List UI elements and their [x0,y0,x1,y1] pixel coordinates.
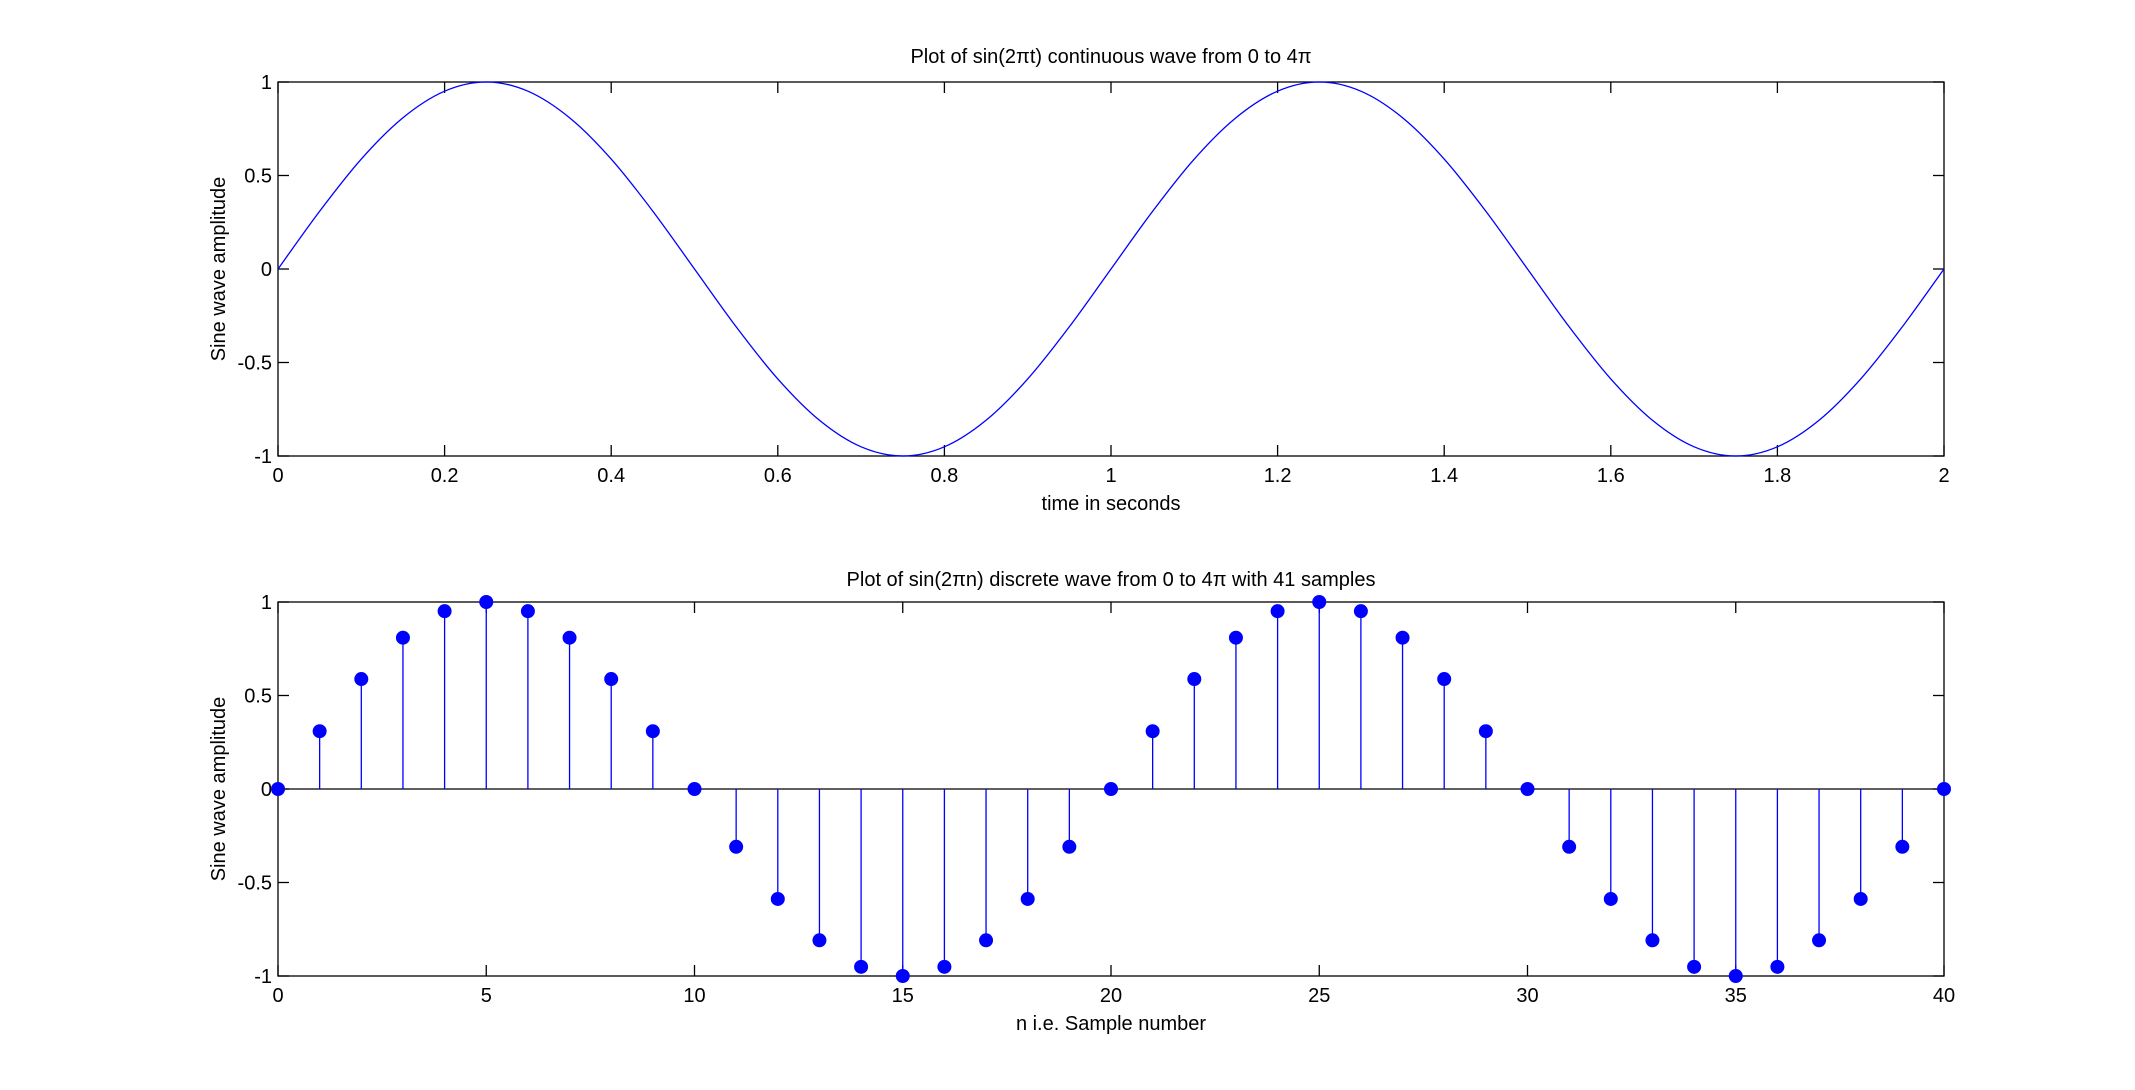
continuous-x-tick-label: 0.2 [431,465,459,487]
discrete-sample-point [1853,891,1868,906]
discrete-sample-point [1812,933,1827,948]
discrete-sample-point [437,604,452,619]
discrete-sample-point [1437,672,1452,687]
discrete-x-tick-label: 20 [1100,985,1122,1007]
discrete-sample-point [1270,604,1285,619]
continuous-x-tick-label: 1.6 [1597,465,1625,487]
continuous-y-tick-label: -0.5 [238,353,272,375]
discrete-sample-point [1770,959,1785,974]
discrete-sample-point [979,933,994,948]
discrete-x-tick-label: 25 [1308,985,1330,1007]
continuous-axis-ticks: 0 0.2 0.4 0.6 0.8 1 1.2 1.4 1.6 1.8 2 -1 -0.5 0 0.5 1 [238,72,1950,487]
discrete-sample-point [1478,724,1493,739]
discrete-sample-point [729,839,744,854]
discrete-y-tick-label: 1 [261,592,272,614]
discrete-sample-point [312,724,327,739]
discrete-sample-point [854,959,869,974]
discrete-x-tick-label: 10 [683,985,705,1007]
discrete-x-tick-label: 15 [892,985,914,1007]
discrete-sample-point [1520,782,1535,796]
discrete-wave-chart: 0 5 10 15 20 25 30 35 40 -1 -0.5 0 0.5 1 Plot of sin(… [208,569,1955,1035]
discrete-sample-point [562,630,577,645]
discrete-sample-point [1187,672,1202,687]
discrete-x-tick-label: 5 [481,985,492,1007]
discrete-sample-point [1353,604,1368,619]
discrete-axis-ticks: 0 5 10 15 20 25 30 35 40 -1 -0.5 0 0.5 1 [238,592,1956,1007]
continuous-chart-title: Plot of sin(2πt) continuous wave from 0 … [910,46,1311,68]
continuous-y-tick-label: 1 [261,72,272,94]
discrete-y-axis-label: Sine wave amplitude [208,697,230,882]
discrete-sample-point [1228,630,1243,645]
continuous-x-tick-label: 1.2 [1264,465,1292,487]
discrete-x-tick-label: 35 [1725,985,1747,1007]
discrete-sample-point [1937,782,1951,796]
discrete-sample-point [354,672,369,687]
discrete-y-tick-label: 0.5 [244,686,272,708]
continuous-wave-chart: 0 0.2 0.4 0.6 0.8 1 1.2 1.4 1.6 1.8 2 -1 -0.5 0 0.5 1 P… [208,46,1950,515]
discrete-sample-point [479,595,494,609]
continuous-y-tick-label: 0.5 [244,166,272,188]
continuous-x-axis-label: time in seconds [1042,493,1181,515]
continuous-y-axis-label: Sine wave amplitude [208,177,230,362]
discrete-chart-title: Plot of sin(2πn) discrete wave from 0 to… [847,569,1376,591]
discrete-sample-point [1062,839,1077,854]
discrete-sample-point [1312,595,1327,609]
discrete-sample-point [812,933,827,948]
discrete-sample-point [1603,891,1618,906]
discrete-x-tick-label: 40 [1933,985,1955,1007]
discrete-sample-point [1020,891,1035,906]
continuous-x-tick-label: 2 [1938,465,1949,487]
continuous-y-tick-label: 0 [261,259,272,281]
discrete-y-tick-label: 0 [261,779,272,801]
continuous-x-tick-label: 1.4 [1430,465,1458,487]
discrete-sample-point [1728,969,1743,983]
discrete-sample-point [1395,630,1410,645]
discrete-sample-point [645,724,660,739]
continuous-x-tick-label: 1 [1105,465,1116,487]
discrete-sample-point [1562,839,1577,854]
discrete-sample-point [1645,933,1660,948]
discrete-sample-point [1895,839,1910,854]
discrete-wave-series [271,595,1951,983]
discrete-sample-point [895,969,910,983]
discrete-x-tick-label: 30 [1516,985,1538,1007]
discrete-sample-point [937,959,952,974]
discrete-sample-point [395,630,410,645]
discrete-sample-point [770,891,785,906]
continuous-wave-series [277,81,1945,457]
continuous-x-tick-label: 1.8 [1763,465,1791,487]
discrete-sample-point [520,604,535,619]
discrete-y-tick-label: -1 [254,966,272,988]
discrete-sample-point [1687,959,1702,974]
continuous-x-tick-label: 0.6 [764,465,792,487]
continuous-x-tick-label: 0.8 [930,465,958,487]
discrete-sample-point [1104,782,1118,796]
discrete-sample-point [687,782,702,796]
discrete-x-axis-label: n i.e. Sample number [1016,1013,1206,1035]
discrete-sample-point [271,782,285,796]
continuous-sine-line [277,81,1945,457]
continuous-x-tick-label: 0.4 [597,465,625,487]
discrete-x-tick-label: 0 [272,985,283,1007]
discrete-y-tick-label: -0.5 [238,873,272,895]
discrete-sample-point [604,672,619,687]
discrete-sample-point [1145,724,1160,739]
continuous-x-tick-label: 0 [272,465,283,487]
continuous-y-tick-label: -1 [254,446,272,468]
